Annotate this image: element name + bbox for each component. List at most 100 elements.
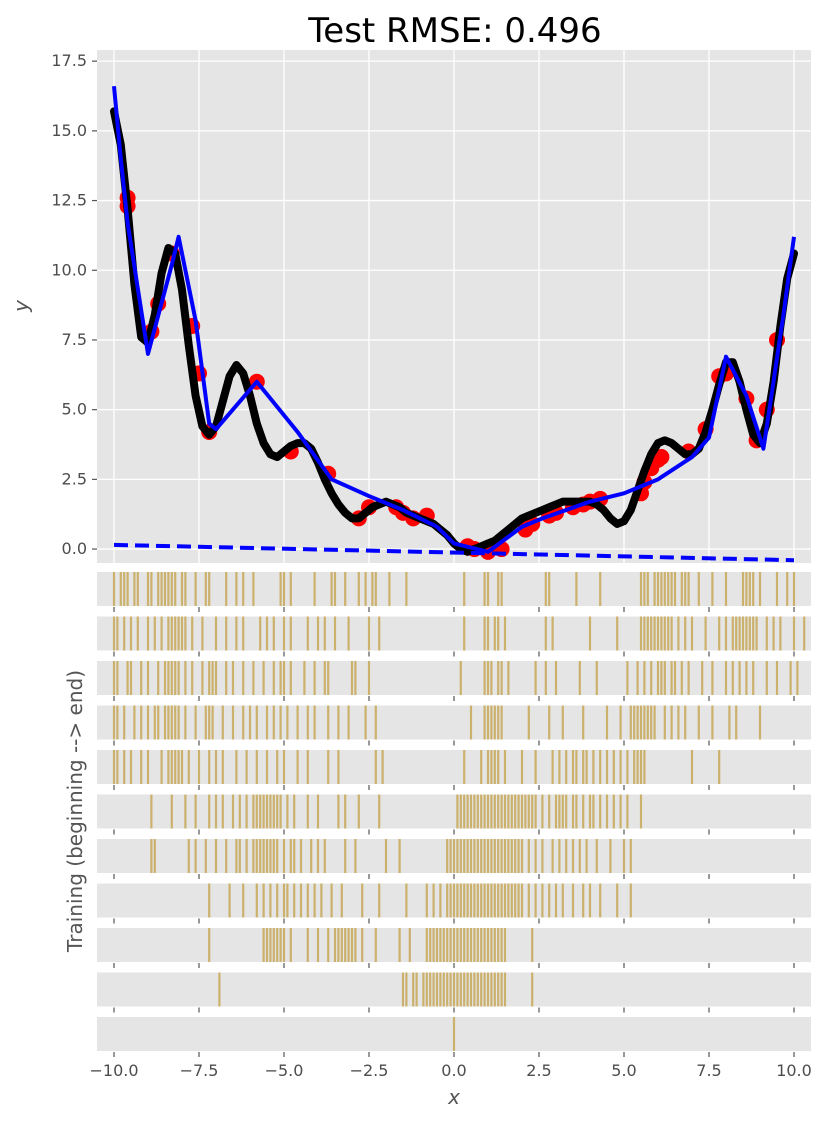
raster-bar (296, 750, 299, 784)
raster-bar (235, 750, 238, 784)
raster-bar (548, 572, 551, 606)
raster-bar (592, 750, 595, 784)
raster-bar (558, 794, 561, 829)
raster-bar (194, 572, 197, 606)
raster-bar (282, 661, 286, 695)
raster-bar (347, 928, 350, 962)
x-axis-label: x (447, 1085, 460, 1109)
raster-bar (483, 572, 486, 606)
raster-bar (398, 839, 401, 873)
raster-bar (473, 839, 476, 873)
x-tick-label: 2.5 (526, 1061, 551, 1080)
raster-bar (789, 661, 792, 695)
raster-bar (245, 794, 248, 829)
raster-bar (123, 572, 126, 606)
raster-bar (500, 572, 503, 606)
raster-bar (157, 572, 160, 606)
raster-bar (588, 616, 592, 651)
raster-bar (466, 839, 469, 873)
raster-bar (123, 705, 126, 740)
raster-bar (235, 572, 238, 606)
raster-bar (187, 750, 190, 784)
raster-bar (374, 928, 377, 962)
raster-bar (123, 616, 126, 651)
raster-bar (643, 705, 646, 740)
raster-bar (684, 616, 687, 651)
raster-bar (527, 839, 530, 873)
raster-bar (163, 572, 167, 606)
raster-bar (184, 572, 187, 606)
raster-bar (582, 883, 585, 918)
raster-bar (670, 572, 673, 606)
raster-bar (490, 705, 493, 740)
raster-bar (177, 750, 180, 784)
raster-bar (293, 839, 296, 873)
raster-bar (276, 928, 279, 962)
raster-bar (483, 883, 486, 918)
raster-bar (636, 750, 639, 784)
raster-bar (446, 972, 449, 1007)
raster-bar (599, 794, 602, 829)
raster-bar (306, 928, 309, 962)
raster-bar (282, 839, 286, 873)
raster-bar (425, 928, 428, 962)
raster-bar (493, 883, 496, 918)
raster-bar (286, 705, 289, 740)
x-tick-label: −10.0 (89, 1061, 138, 1080)
raster-bar (643, 572, 646, 606)
raster-bar (112, 616, 116, 651)
raster-bar (486, 750, 490, 784)
raster-bar (330, 572, 333, 606)
raster-row-background (97, 572, 811, 606)
raster-bar (792, 572, 796, 606)
raster-bar (306, 794, 309, 829)
raster-bar (605, 750, 609, 784)
raster-bar (252, 794, 255, 829)
raster-bar (150, 572, 153, 606)
raster-bar (459, 661, 462, 695)
raster-bar (153, 705, 156, 740)
raster-bar (554, 883, 558, 918)
raster-bar (650, 705, 653, 740)
raster-bar (177, 705, 180, 740)
raster-bar (112, 661, 116, 695)
raster-bar (500, 883, 503, 918)
raster-bar (330, 883, 333, 918)
raster-bar (660, 572, 663, 606)
raster-bar (486, 616, 490, 651)
raster-bar (622, 839, 626, 873)
raster-bar (459, 928, 462, 962)
raster-bar (327, 705, 330, 740)
raster-bar (503, 972, 507, 1007)
raster-bar (279, 928, 282, 962)
raster-bar (531, 928, 534, 962)
raster-bar (197, 750, 201, 784)
raster-bar (745, 661, 748, 695)
raster-bar (803, 616, 806, 651)
x-tick-label: 7.5 (696, 1061, 721, 1080)
raster-bar (469, 839, 473, 873)
raster-bar (177, 661, 180, 695)
raster-bar (405, 883, 408, 918)
raster-bar (136, 572, 139, 606)
raster-bar (772, 616, 775, 651)
raster-bar (299, 839, 303, 873)
raster-bar (493, 794, 496, 829)
raster-bar (497, 616, 500, 651)
raster-bar (599, 883, 602, 918)
raster-bar (279, 705, 282, 740)
raster-bar (174, 616, 177, 651)
raster-bar (126, 572, 129, 606)
raster-bar (449, 928, 452, 962)
raster-bar (738, 616, 741, 651)
raster-bar (129, 750, 133, 784)
raster-bar (483, 928, 486, 962)
raster-bar (282, 616, 286, 651)
raster-bar (469, 705, 473, 740)
raster-bar (116, 616, 119, 651)
raster-row (97, 705, 811, 746)
raster-bar (265, 705, 269, 740)
raster-bar (184, 794, 187, 829)
raster-bar (486, 839, 490, 873)
raster-bar (677, 616, 680, 651)
